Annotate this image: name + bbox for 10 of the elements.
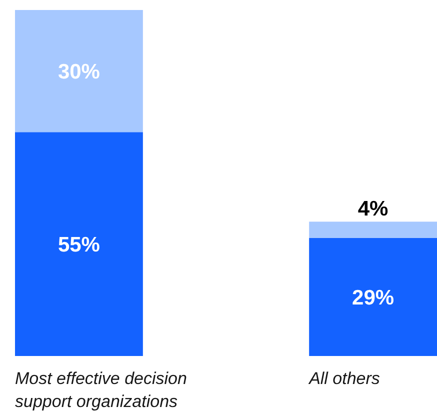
data-label: 29% xyxy=(352,286,394,310)
x-tick-label: All others xyxy=(308,369,380,388)
data-label: 30% xyxy=(58,60,100,84)
data-label: 55% xyxy=(58,233,100,256)
bar xyxy=(15,10,143,132)
bar xyxy=(309,238,437,356)
bar xyxy=(309,222,437,238)
x-tick-label: Most effective decision support organizations xyxy=(15,369,187,411)
bar xyxy=(15,132,143,356)
data-label: 4% xyxy=(358,198,389,221)
